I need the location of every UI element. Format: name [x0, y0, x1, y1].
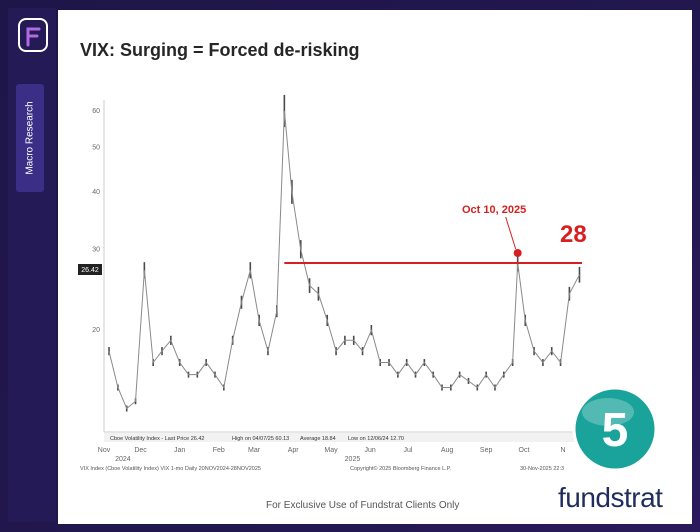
legend-item-last-price: Cboe Volatility Index - Last Price 26.42 — [110, 436, 204, 442]
x-year-label: 2025 — [345, 456, 361, 463]
x-year-label: 2024 — [115, 456, 131, 463]
y-tick-label: 60 — [92, 108, 100, 115]
fundstrat-wordmark: fundstrat — [558, 482, 663, 513]
x-tick-label: N — [561, 447, 566, 454]
footer-disclaimer: For Exclusive Use of Fundstrat Clients O… — [266, 500, 460, 511]
reference-value-label: 28 — [560, 221, 587, 248]
last-price-label: 26.42 — [81, 267, 99, 274]
legend-item-high: High on 04/07/25 60.13 — [232, 436, 289, 442]
oct-10-marker — [513, 249, 522, 258]
x-tick-label: Jan — [174, 447, 185, 454]
x-tick-label: Jul — [403, 447, 412, 454]
page-number-badge: 5 — [572, 386, 658, 472]
fundstrat-f-logo-icon — [18, 18, 48, 52]
vix-series-line — [108, 110, 580, 410]
legend-item-low: Low on 12/06/24 12.70 — [348, 436, 404, 442]
page-number: 5 — [602, 404, 629, 457]
y-tick-label: 20 — [92, 327, 100, 334]
x-tick-label: Dec — [134, 447, 147, 454]
legend-bar — [104, 433, 582, 442]
y-tick-label: 50 — [92, 144, 100, 151]
x-tick-label: Apr — [288, 447, 300, 454]
source-right: 30-Nov-2025 22:3 — [520, 466, 564, 472]
x-tick-label: Aug — [441, 447, 454, 454]
x-tick-label: Nov — [98, 447, 111, 454]
x-tick-label: Jun — [364, 447, 375, 454]
source-left: VIX Index (Cboe Volatility Index) VIX 1-… — [80, 466, 261, 472]
legend-item-average: Average 18.84 — [300, 436, 336, 442]
slide-title: VIX: Surging = Forced de-risking — [80, 40, 360, 60]
x-tick-label: Sep — [480, 447, 493, 454]
x-tick-label: Feb — [213, 447, 225, 454]
x-tick-label: May — [324, 447, 338, 454]
annotation-leader — [505, 216, 517, 250]
source-center: Copyright© 2025 Bloomberg Finance L.P. — [350, 465, 452, 472]
last-price-tag — [78, 264, 102, 275]
y-tick-label: 30 — [92, 246, 100, 253]
x-tick-label: Mar — [248, 447, 261, 454]
macro-research-tab[interactable]: Macro Research — [16, 84, 44, 192]
x-tick-label: Oct — [519, 447, 530, 454]
oct-10-annotation: Oct 10, 2025 — [462, 204, 526, 216]
y-tick-label: 40 — [92, 189, 100, 196]
